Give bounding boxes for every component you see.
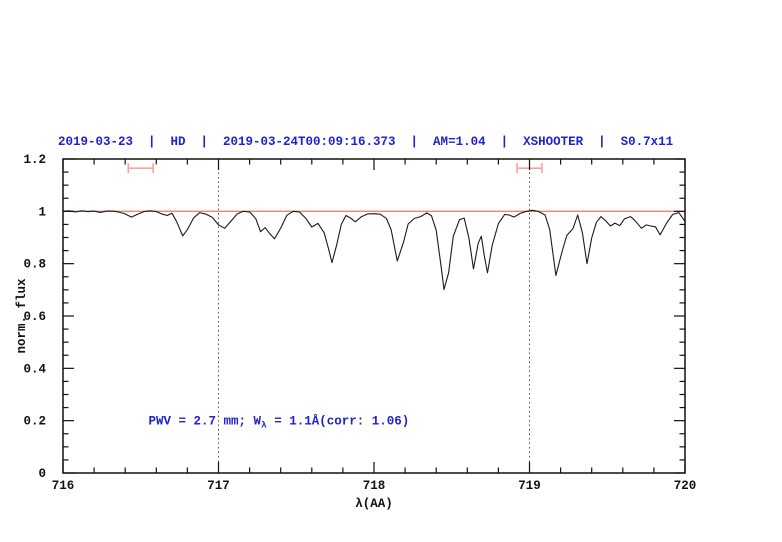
y-tick-label: 0.8 <box>23 258 46 272</box>
y-tick-label: 0.4 <box>23 362 46 376</box>
y-tick-label: 0.6 <box>23 310 46 324</box>
pwv-annotation-prefix: PWV = 2.7 mm; W <box>149 415 262 429</box>
x-tick-label: 716 <box>52 479 75 493</box>
y-tick-label: 1.2 <box>23 153 46 167</box>
x-tick-label: 717 <box>207 479 230 493</box>
y-axis-label: norm. flux <box>15 278 29 354</box>
y-tick-label: 1 <box>38 205 46 219</box>
x-axis-label: λ(AA) <box>355 497 393 511</box>
y-tick-label: 0 <box>38 467 46 481</box>
x-tick-label: 719 <box>518 479 541 493</box>
pwv-annotation-sub: λ <box>261 420 267 431</box>
pwv-annotation: PWV = 2.7 mm; Wλ = 1.1Å(corr: 1.06) <box>149 414 410 431</box>
spectrum-line <box>62 209 686 291</box>
x-tick-label: 720 <box>674 479 697 493</box>
pwv-annotation-suffix: = 1.1Å(corr: 1.06) <box>267 414 410 429</box>
plot-title: 2019-03-23 | HD | 2019-03-24T00:09:16.37… <box>58 135 674 149</box>
x-tick-label: 718 <box>363 479 386 493</box>
y-tick-label: 0.2 <box>23 415 46 429</box>
